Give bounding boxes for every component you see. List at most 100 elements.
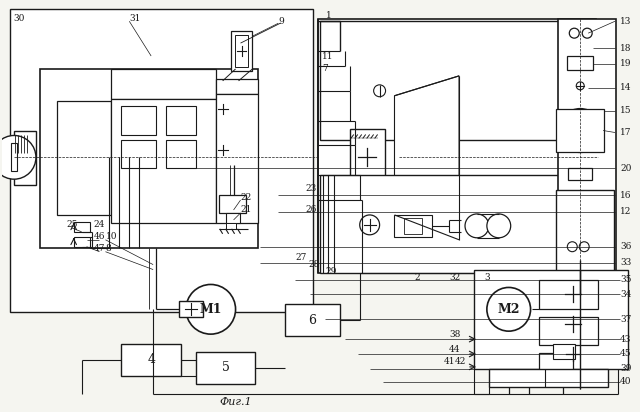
Text: 30: 30 bbox=[13, 14, 24, 23]
Bar bbox=[40, 69, 259, 248]
Text: 38: 38 bbox=[449, 330, 461, 339]
Text: 16: 16 bbox=[620, 191, 632, 199]
Text: 19: 19 bbox=[620, 59, 632, 68]
Circle shape bbox=[579, 242, 589, 252]
Bar bbox=[350, 129, 385, 186]
Bar bbox=[57, 101, 111, 215]
Circle shape bbox=[487, 288, 531, 331]
Circle shape bbox=[374, 85, 385, 97]
Text: 23: 23 bbox=[305, 184, 316, 193]
Bar bbox=[111, 69, 216, 99]
Text: 27: 27 bbox=[295, 253, 307, 262]
Bar bbox=[14, 131, 36, 185]
Text: 44: 44 bbox=[449, 344, 461, 353]
Text: 46: 46 bbox=[93, 232, 105, 241]
Text: 13: 13 bbox=[620, 17, 631, 26]
Text: 28: 28 bbox=[308, 260, 319, 269]
Text: 5: 5 bbox=[221, 361, 230, 375]
Bar bbox=[404, 218, 422, 234]
Bar bbox=[226, 213, 239, 223]
Text: 41: 41 bbox=[444, 358, 456, 366]
Bar bbox=[226, 223, 236, 229]
Text: 20: 20 bbox=[620, 164, 631, 173]
Circle shape bbox=[558, 109, 602, 152]
Text: 25: 25 bbox=[67, 220, 78, 229]
Bar bbox=[556, 109, 604, 152]
Text: 39: 39 bbox=[620, 364, 631, 373]
Text: 9: 9 bbox=[278, 17, 284, 26]
Bar bbox=[538, 317, 598, 345]
Polygon shape bbox=[394, 76, 459, 240]
Bar bbox=[10, 9, 313, 312]
Text: 21: 21 bbox=[241, 206, 252, 215]
Text: 3: 3 bbox=[484, 273, 490, 282]
Text: 33: 33 bbox=[620, 258, 631, 267]
Text: Фиг.1: Фиг.1 bbox=[220, 397, 252, 407]
Text: 10: 10 bbox=[106, 232, 117, 241]
Bar bbox=[166, 106, 196, 136]
Circle shape bbox=[360, 215, 380, 235]
Text: 45: 45 bbox=[620, 349, 632, 358]
Bar bbox=[318, 19, 596, 273]
Text: 17: 17 bbox=[620, 128, 632, 137]
Text: 40: 40 bbox=[620, 377, 632, 386]
Bar bbox=[558, 19, 616, 278]
Circle shape bbox=[186, 284, 236, 334]
Bar bbox=[285, 304, 340, 336]
Text: 47: 47 bbox=[93, 244, 105, 253]
Bar bbox=[474, 269, 628, 369]
Text: 6: 6 bbox=[308, 314, 316, 327]
Circle shape bbox=[0, 136, 36, 179]
Text: 43: 43 bbox=[620, 335, 631, 344]
Text: 4: 4 bbox=[147, 353, 155, 366]
Bar bbox=[166, 140, 196, 168]
Text: 12: 12 bbox=[620, 208, 631, 216]
Text: 42: 42 bbox=[455, 358, 467, 366]
Text: 31: 31 bbox=[129, 14, 141, 23]
Bar bbox=[216, 94, 259, 223]
Bar bbox=[74, 237, 90, 247]
Bar bbox=[216, 79, 259, 94]
Circle shape bbox=[582, 28, 592, 38]
Text: M1: M1 bbox=[200, 303, 222, 316]
Bar bbox=[74, 222, 90, 232]
Text: 37: 37 bbox=[620, 315, 631, 324]
Bar bbox=[394, 215, 432, 237]
Bar bbox=[567, 56, 593, 70]
Text: 22: 22 bbox=[241, 192, 252, 201]
Text: 14: 14 bbox=[620, 83, 632, 92]
Bar bbox=[122, 106, 156, 136]
Text: 29: 29 bbox=[325, 267, 337, 276]
Bar bbox=[235, 35, 248, 67]
Text: 36: 36 bbox=[620, 242, 631, 251]
Bar bbox=[554, 344, 575, 359]
Text: 18: 18 bbox=[620, 44, 632, 53]
Bar bbox=[538, 279, 598, 309]
Text: M2: M2 bbox=[497, 303, 520, 316]
Text: 11: 11 bbox=[322, 52, 333, 61]
Text: 1: 1 bbox=[326, 11, 332, 20]
Circle shape bbox=[487, 214, 511, 238]
Bar bbox=[230, 31, 252, 71]
Bar bbox=[219, 195, 246, 213]
Bar bbox=[568, 168, 592, 180]
Text: 2: 2 bbox=[414, 273, 420, 282]
Bar bbox=[538, 353, 573, 373]
Bar bbox=[489, 369, 608, 387]
Bar bbox=[179, 301, 203, 317]
Text: 34: 34 bbox=[620, 290, 631, 299]
Bar bbox=[320, 175, 596, 273]
Text: 24: 24 bbox=[93, 220, 105, 229]
Bar bbox=[556, 190, 614, 278]
Bar bbox=[122, 140, 156, 168]
Bar bbox=[122, 344, 181, 376]
Circle shape bbox=[465, 214, 489, 238]
Circle shape bbox=[567, 242, 577, 252]
Text: 8: 8 bbox=[106, 244, 111, 253]
Bar bbox=[196, 352, 255, 384]
Text: 7: 7 bbox=[322, 64, 328, 73]
Text: 15: 15 bbox=[620, 106, 632, 115]
Text: 26: 26 bbox=[305, 206, 316, 215]
Bar bbox=[11, 143, 17, 171]
Circle shape bbox=[570, 28, 579, 38]
